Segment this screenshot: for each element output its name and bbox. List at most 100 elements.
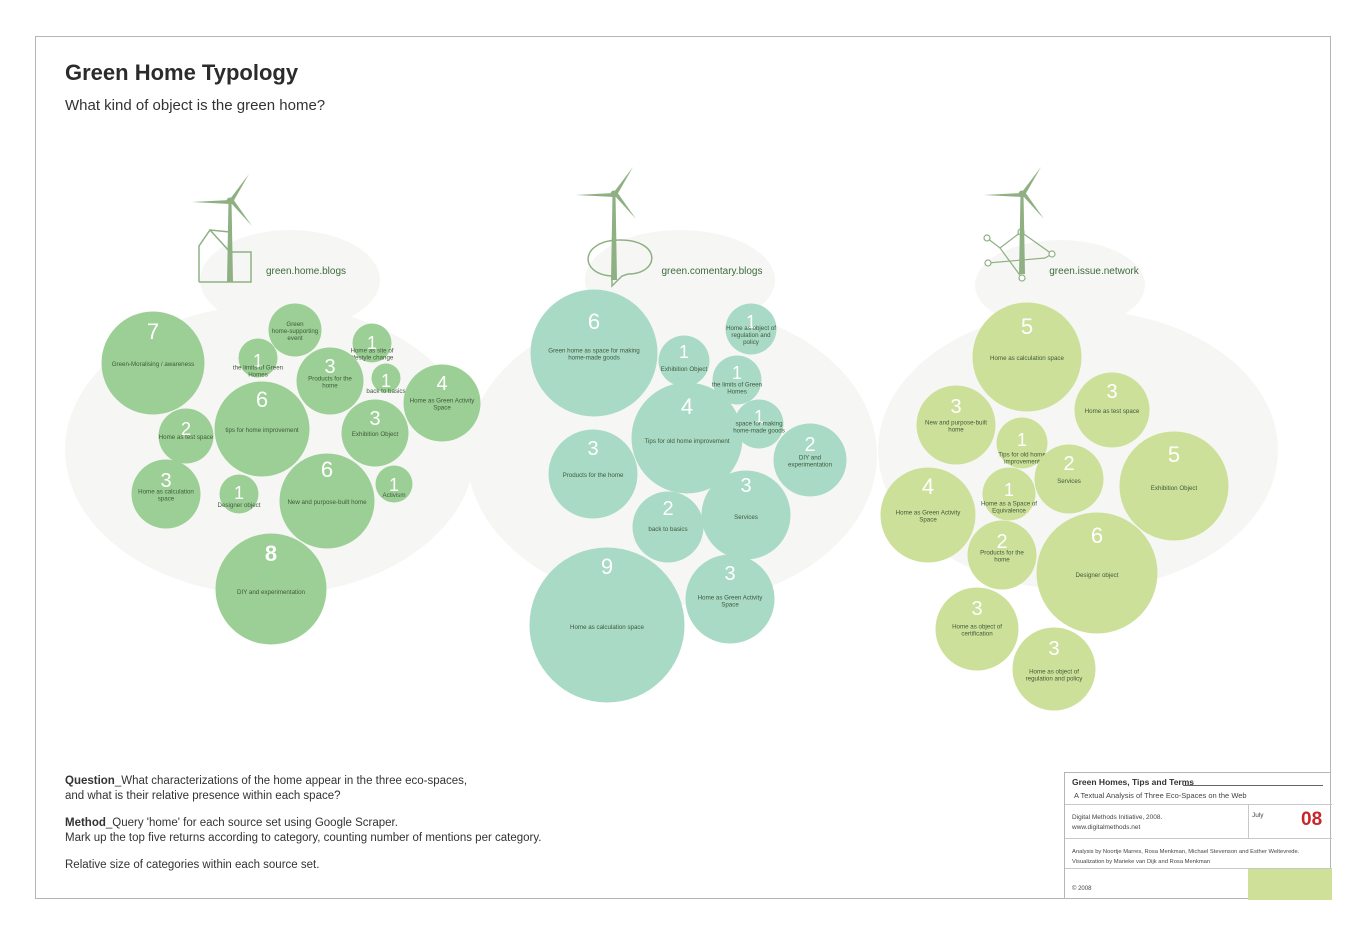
bubble-label: DIY and experimentation: [788, 455, 833, 469]
bubble-count: 3: [160, 470, 171, 492]
cluster-green-comentary-blogs: 6 Green home as space for making home-made…: [529, 289, 847, 703]
bubble-circle: [773, 423, 847, 497]
bubble-count: 3: [724, 563, 735, 585]
bubble-count: 9: [601, 554, 613, 579]
bubble-count: 4: [922, 474, 934, 499]
network-lines: [986, 231, 1054, 264]
bubble-label: Home as Green Activity Space: [698, 595, 764, 609]
info-copyright: © 2008: [1072, 886, 1092, 892]
bubble-circle: [1036, 512, 1158, 634]
info-org: Digital Methods Initiative, 2008. www.di…: [1072, 813, 1162, 833]
windmill-blade: [576, 193, 614, 197]
bubble-label: Home as test space: [1085, 408, 1140, 415]
cluster-title: green.home.blogs: [266, 266, 346, 277]
network-node: [984, 259, 992, 267]
bubble-label: Home as site of lifestyle change: [351, 348, 394, 362]
bubble-count: 1: [732, 363, 742, 383]
bubble-count: 6: [1091, 523, 1103, 548]
bubble-label: space for making home-made goods: [733, 421, 785, 435]
windmill-blade: [230, 174, 249, 202]
cluster-green-issue-network: 5 Home as calculation space 3 Home as test …: [880, 302, 1229, 711]
bubble-label: Products for the home: [308, 376, 352, 390]
category-bubble: 3 Products for the home: [548, 429, 638, 519]
bubble-count: 3: [950, 396, 961, 418]
bubble-label: Tips for old home improvement: [998, 452, 1046, 466]
category-bubble: 8 DIY and experimentation: [215, 533, 327, 645]
bubble-count: 7: [147, 319, 159, 344]
bubble-circle: [296, 347, 364, 415]
category-bubble: 3 New and purpose-built home: [916, 385, 996, 465]
bubble-label: Designer object: [1076, 572, 1119, 579]
bubble-label: New and purpose-built home: [287, 499, 367, 506]
poster-frame: [35, 36, 1331, 899]
bubble-count: 6: [321, 457, 333, 482]
cluster-green-home-blogs: 7 Green-Moralising / awareness Green home-s…: [101, 303, 481, 645]
bubble-count: 1: [1017, 430, 1027, 450]
windmill-blade: [614, 167, 633, 195]
category-bubble: 5 Exhibition Object: [1119, 431, 1229, 541]
category-bubble: 5 Home as calculation space: [972, 302, 1082, 412]
bubble-label: the limits of Green Homes: [233, 365, 284, 379]
bubble-count: 1: [746, 312, 756, 332]
bubble-count: 5: [1168, 442, 1180, 467]
info-credits-visualization: Visualization by Marieke van Dijk and Ro…: [1072, 859, 1211, 865]
bubble-label: Home as object of regulation and policy: [1026, 669, 1084, 683]
house-roof-line: [209, 229, 231, 233]
bubble-count: 2: [1063, 453, 1074, 475]
info-box: Green Homes, Tips and Terms A Textual An…: [1064, 772, 1332, 900]
bubble-label: Home as object of regulation and policy: [726, 325, 776, 346]
bubble-circle: [632, 491, 704, 563]
info-divider: [1065, 838, 1332, 839]
bubble-circle: [631, 382, 743, 494]
bubble-circle: [1034, 444, 1104, 514]
bubble-count: 2: [996, 531, 1007, 553]
bubble-circle: [1119, 431, 1229, 541]
bubble-label: Green home as space for making home-made …: [548, 348, 640, 362]
page-subtitle: What kind of object is the green home?: [65, 97, 326, 114]
bubble-circle: [279, 453, 375, 549]
bubble-label: New and purpose-built home: [925, 420, 987, 434]
bubble-circle: [880, 467, 976, 563]
info-divider: [1248, 804, 1249, 838]
bubble-count: 1: [381, 371, 391, 391]
windmill-blade: [984, 193, 1022, 197]
network-node: [1018, 274, 1026, 282]
windmill-speech-bubble-icon: [576, 167, 653, 288]
bubble-count: 5: [1021, 314, 1033, 339]
bubble-circle: [685, 554, 775, 644]
method-label: Method: [65, 817, 106, 829]
cluster-title: green.comentary.blogs: [662, 266, 763, 277]
windmill-blade: [1023, 192, 1044, 219]
bubble-circle: [916, 385, 996, 465]
bubble-label: back to basics: [366, 388, 405, 395]
category-bubble: 3 Home as object of regulation and policy: [1012, 627, 1096, 711]
bubble-count: 6: [256, 387, 268, 412]
bubble-count: 1: [234, 483, 244, 503]
bubble-circle: [268, 303, 322, 357]
network-node: [983, 234, 991, 242]
bubble-count: 4: [681, 394, 693, 419]
windmill-tower: [1019, 194, 1025, 274]
windmill-blade: [615, 192, 636, 219]
page-title: Green Home Typology: [65, 60, 299, 85]
bubble-label: Exhibition Object: [352, 431, 399, 438]
bubble-label: Exhibition Object: [661, 366, 708, 373]
category-bubble: 3 Services: [701, 470, 791, 560]
method-line-1: _Query 'home' for each source set using …: [105, 817, 398, 829]
bubble-circle: [352, 323, 392, 363]
info-issue-number: 08: [1301, 809, 1323, 830]
question-line-1: _What characterizations of the home appe…: [114, 775, 468, 787]
category-bubble: 2 back to basics: [632, 491, 704, 563]
bubble-label: Home as Green Activity Space: [896, 510, 962, 524]
category-bubble: 4 Home as Green Activity Space: [880, 467, 976, 563]
bubble-circle: [734, 399, 784, 449]
cluster-backdrop: [200, 230, 380, 330]
info-title: Green Homes, Tips and Terms: [1072, 777, 1195, 787]
category-bubble: 9 Home as calculation space: [529, 547, 685, 703]
method-line-2: Mark up the top five returns according t…: [65, 831, 542, 844]
bubble-circle: [403, 364, 481, 442]
